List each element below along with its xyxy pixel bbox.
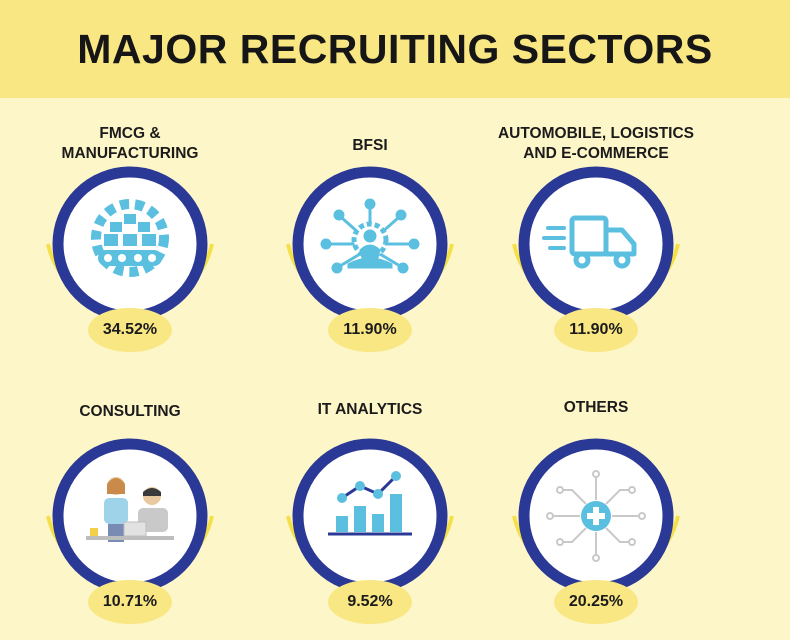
sector-percentage: 34.52%: [88, 308, 172, 352]
consulting-people-icon: [86, 477, 174, 542]
sector-percentage: 11.90%: [554, 308, 638, 352]
sector-percentage: 10.71%: [88, 580, 172, 624]
sector-card-it-analytics: IT ANALYTICS 9.52%: [250, 390, 490, 640]
sector-ring: [46, 166, 214, 322]
factory-gear-icon: [91, 199, 169, 277]
network-person-icon: [320, 198, 420, 274]
sector-ring: [46, 438, 214, 594]
header-banner: MAJOR RECRUITING SECTORS: [0, 0, 790, 98]
sector-title: IT ANALYTICS: [317, 401, 423, 418]
sector-title: FMCG & MANUFACTURING: [61, 125, 199, 162]
sector-title: BFSI: [352, 137, 388, 154]
delivery-truck-icon: [542, 215, 637, 269]
sector-title: OTHERS: [563, 399, 629, 416]
sector-title: CONSULTING: [79, 403, 181, 420]
sector-card-fmcg: FMCG & MANUFACTURING 34.52%: [10, 118, 250, 368]
sector-card-bfsi: BFSI 11.90%: [250, 118, 490, 368]
sector-card-consulting: CONSULTING 10.71%: [10, 390, 250, 640]
sector-title: AUTOMOBILE, LOGISTICS AND E-COMMERCE: [497, 125, 695, 162]
sector-percentage: 20.25%: [554, 580, 638, 624]
sector-card-automobile: AUTOMOBILE, LOGISTICS AND E-COMMERCE 11.…: [476, 118, 716, 368]
sector-card-others: OTHERS: [476, 390, 716, 640]
sector-percentage: 11.90%: [328, 308, 412, 352]
page-title: MAJOR RECRUITING SECTORS: [77, 25, 713, 72]
analytics-chart-icon: [328, 471, 412, 536]
sector-percentage: 9.52%: [328, 580, 412, 624]
medical-circuit-icon: [546, 470, 646, 562]
